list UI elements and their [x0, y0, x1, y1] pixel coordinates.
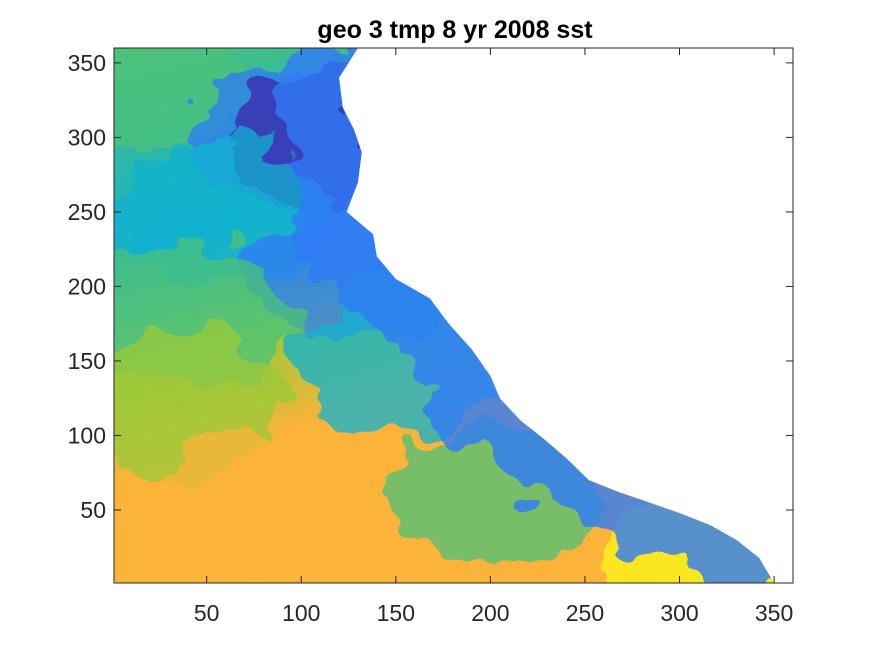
y-tick-label: 100: [68, 422, 106, 448]
x-axis: 50 100 150 200 250 300 350: [194, 48, 793, 626]
y-tick-label: 300: [68, 124, 106, 150]
y-tick-label: 200: [68, 273, 106, 299]
axes-box: [113, 47, 794, 584]
land-mask: [339, 48, 793, 583]
chart-title: geo 3 tmp 8 yr 2008 sst: [317, 16, 593, 44]
x-tick-label: 200: [471, 600, 509, 626]
plot-area: [114, 48, 793, 583]
y-tick-label: 250: [68, 199, 106, 225]
y-tick-label: 150: [68, 348, 106, 374]
x-tick-label: 150: [377, 600, 415, 626]
x-tick-label: 100: [282, 600, 320, 626]
coastal-band: [277, 48, 780, 583]
axes: 50 100 150 200 250 300 350 50 100 150 200 250 300 35…: [68, 47, 794, 626]
x-tick-label: 250: [566, 600, 604, 626]
y-tick-label: 50: [80, 497, 106, 523]
x-tick-label: 300: [660, 600, 698, 626]
x-tick-label: 50: [194, 600, 220, 626]
sst-sample-8: [153, 425, 374, 566]
y-axis: 50 100 150 200 250 300 350: [68, 50, 793, 523]
y-tick-label: 350: [68, 50, 106, 76]
x-tick-label: 350: [755, 600, 793, 626]
